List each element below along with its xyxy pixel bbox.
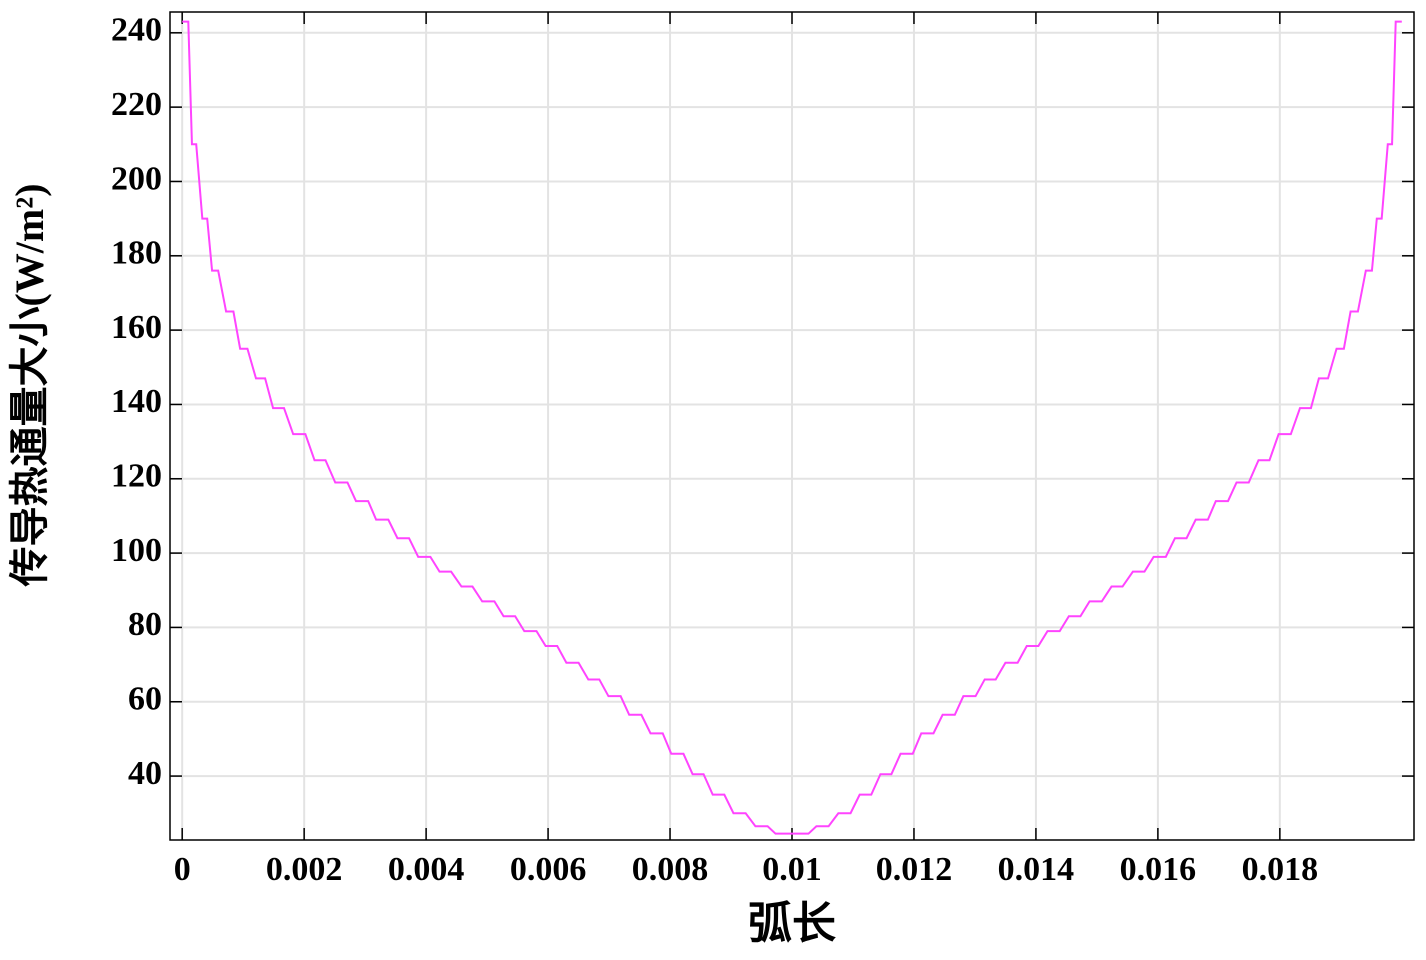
data-line (182, 20, 1402, 835)
x-tick-label: 0 (174, 851, 191, 888)
y-tick-label: 240 (111, 12, 162, 49)
x-tick-label: 0.014 (998, 851, 1075, 888)
x-tick-label: 0.018 (1242, 851, 1319, 888)
y-tick-label: 40 (128, 755, 162, 792)
y-tick-label: 60 (128, 681, 162, 718)
x-tick-label: 0.004 (388, 851, 465, 888)
y-tick-label: 120 (111, 458, 162, 495)
x-tick-label: 0.008 (632, 851, 709, 888)
y-tick-label: 80 (128, 606, 162, 643)
y-tick-label: 220 (111, 86, 162, 123)
x-tick-label: 0.006 (510, 851, 587, 888)
y-tick-label: 200 (111, 160, 162, 197)
x-tick-label: 0.002 (266, 851, 343, 888)
y-axis-label: 传导热通量大小(W/m²) (7, 183, 52, 587)
y-tick-label: 180 (111, 235, 162, 272)
y-tick-label: 160 (111, 309, 162, 346)
x-tick-label: 0.012 (876, 851, 953, 888)
y-tick-label: 140 (111, 383, 162, 420)
y-tick-label: 100 (111, 532, 162, 569)
x-tick-label: 0.01 (762, 851, 822, 888)
x-tick-label: 0.016 (1120, 851, 1197, 888)
x-axis-label: 弧长 (748, 899, 836, 948)
plot-frame (169, 11, 1415, 841)
